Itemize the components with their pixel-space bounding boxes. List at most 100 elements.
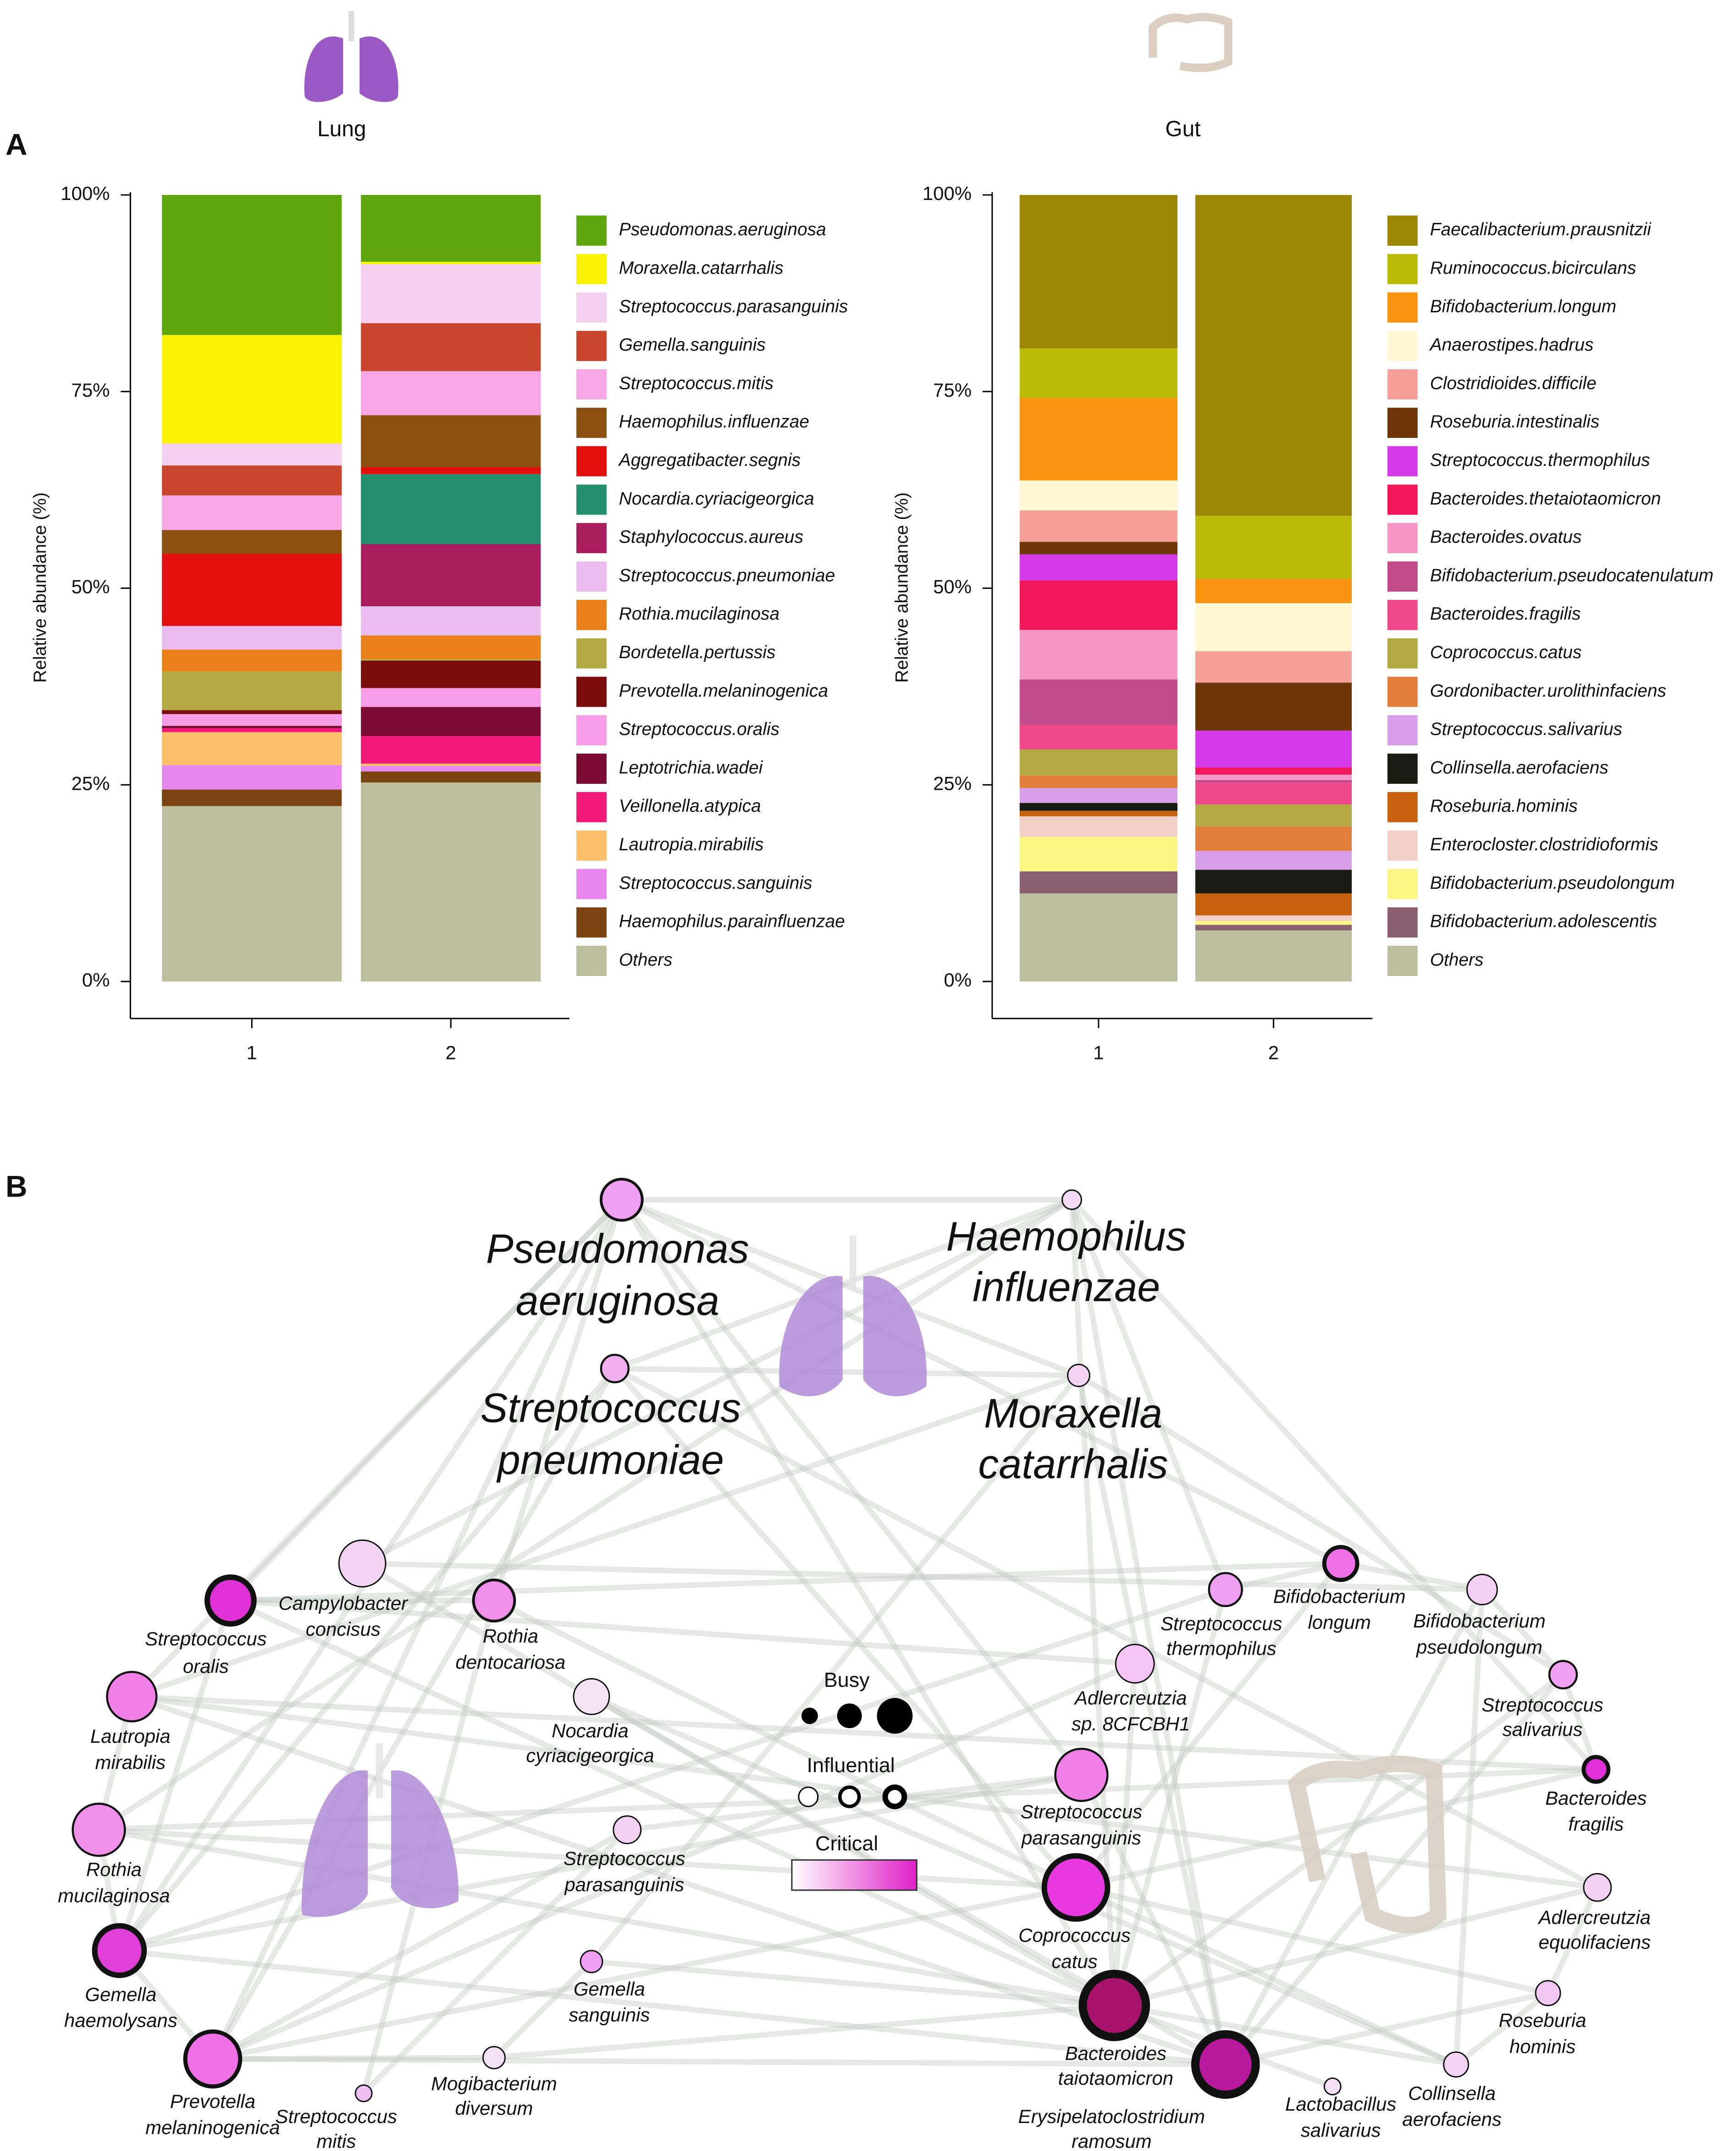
- legend-swatch: [1387, 715, 1418, 746]
- bar-segment: [162, 649, 342, 672]
- node-label: pseudolongum: [1415, 1636, 1542, 1658]
- node: [354, 2084, 373, 2102]
- bar-segment: [162, 465, 342, 496]
- node-label: Streptococcus: [1482, 1694, 1603, 1715]
- bar-segment: [361, 415, 541, 467]
- legend-swatch: [1387, 484, 1418, 515]
- legend-label: Haemophilus.parainfluenzae: [619, 912, 845, 931]
- legend-label: Clostridioides.difficile: [1430, 373, 1597, 393]
- legend-swatch: [576, 331, 607, 361]
- legend-swatch: [1387, 792, 1418, 822]
- edge: [1545, 1885, 1600, 1996]
- node-label: Rothia: [86, 1858, 142, 1880]
- bar-segment: [1195, 682, 1352, 731]
- node-label: Lautropia: [90, 1725, 171, 1747]
- bar-segment: [162, 530, 342, 554]
- legend-swatch: [576, 215, 607, 246]
- edge: [612, 1197, 1075, 1371]
- legend-swatch: [1387, 638, 1418, 669]
- legend-swatch: [1387, 292, 1418, 323]
- bar-segment: [1019, 580, 1178, 630]
- node: [1581, 1755, 1611, 1784]
- y-tick-label: 25%: [72, 772, 110, 794]
- bar-segment: [162, 443, 342, 466]
- bar-segment: [1019, 679, 1178, 725]
- edge: [129, 1372, 1082, 1700]
- edge: [359, 1197, 1075, 1566]
- node: [1191, 2030, 1260, 2099]
- bar-segment: [361, 544, 541, 606]
- edge: [1453, 1586, 1485, 2068]
- bar-segment: [162, 765, 342, 790]
- bar-segment: [1019, 554, 1178, 581]
- legend-title: Critical: [815, 1831, 878, 1855]
- bar-segment: [1195, 782, 1352, 805]
- legend-influential-ring: [882, 1784, 907, 1809]
- legend-label: Prevotella.melaninogenica: [619, 681, 828, 701]
- bar-segment: [162, 671, 342, 710]
- bar-segment: [1019, 803, 1178, 811]
- edge: [210, 1661, 1138, 2062]
- legend-label: Nocardia.cyriacigeorgica: [619, 489, 814, 509]
- bar-segment: [361, 707, 541, 736]
- node: [183, 2029, 243, 2089]
- node-label: Moraxella: [984, 1391, 1162, 1436]
- legend-label: Leptotrichia.wadei: [619, 758, 763, 777]
- node-label: catarrhalis: [978, 1441, 1168, 1487]
- bar-segment: [1019, 893, 1178, 981]
- legend-label: Streptococcus.parasanguinis: [619, 297, 848, 316]
- node: [472, 1578, 516, 1623]
- edge: [1111, 1586, 1228, 2008]
- legend-label: Bifidobacterium.longum: [1430, 297, 1616, 316]
- bar-segment: [1195, 893, 1352, 915]
- legend-label: Moraxella.catarrhalis: [619, 258, 784, 278]
- node-label: salivarius: [1503, 1719, 1583, 1740]
- edge: [116, 1947, 1228, 2068]
- bar-segment: [361, 736, 541, 764]
- legend-swatch: [1387, 869, 1418, 899]
- bar-segment: [1019, 630, 1178, 680]
- bar-segment: [361, 771, 541, 783]
- y-tick-label: 0%: [944, 969, 972, 991]
- legend-swatch: [1387, 754, 1418, 784]
- legend-swatch: [576, 561, 607, 592]
- bar-segment: [162, 495, 342, 530]
- bar-segment: [1019, 398, 1178, 481]
- network-nodes: Pseudomonas aeruginosa Haemophilus influenz…: [58, 1177, 1651, 2151]
- node: [72, 1802, 126, 1857]
- node-label: Streptococcus: [145, 1628, 266, 1650]
- node-label: hominis: [1509, 2036, 1576, 2057]
- edge: [588, 1694, 1117, 2008]
- node-label: haemolysans: [64, 2010, 177, 2031]
- node: [1466, 1574, 1498, 1606]
- x-tick-label: 2: [446, 1042, 456, 1064]
- edge: [1069, 1197, 1228, 1592]
- bar-segment: [1195, 516, 1352, 579]
- legend-swatch: [576, 369, 607, 400]
- node-label: concisus: [306, 1619, 381, 1640]
- legend-label: Streptococcus.pneumoniae: [619, 565, 835, 585]
- bar-segment: [1195, 870, 1352, 893]
- bar-segment: [361, 659, 541, 661]
- node-label: Collinsella: [1408, 2082, 1496, 2104]
- bar-segment: [1195, 730, 1352, 768]
- bar-segment: [361, 606, 541, 636]
- bar-segment: [1019, 788, 1178, 803]
- y-tick-label: 75%: [72, 379, 110, 401]
- legend-label: Streptococcus.sanguinis: [619, 873, 813, 893]
- y-tick-label: 50%: [72, 576, 110, 598]
- bar-segment: [162, 554, 342, 626]
- node-label: Mogibacterium: [431, 2073, 557, 2094]
- gut-icon: [1149, 13, 1233, 72]
- node-label: Adlercreutzia: [1537, 1907, 1650, 1928]
- legend-label: Others: [619, 950, 673, 970]
- edge: [116, 1365, 618, 1953]
- bar-segment: [361, 782, 541, 981]
- legend-label: Ruminococcus.bicirculans: [1430, 258, 1636, 278]
- bar-segment: [1019, 810, 1178, 816]
- gut-icon-large: [1288, 1755, 1447, 1934]
- x-tick-label: 1: [1093, 1042, 1104, 1064]
- legend-label: Rothia.mucilaginosa: [619, 604, 780, 624]
- legend-swatch: [576, 676, 607, 707]
- legend-label: Roseburia.intestinalis: [1430, 412, 1600, 432]
